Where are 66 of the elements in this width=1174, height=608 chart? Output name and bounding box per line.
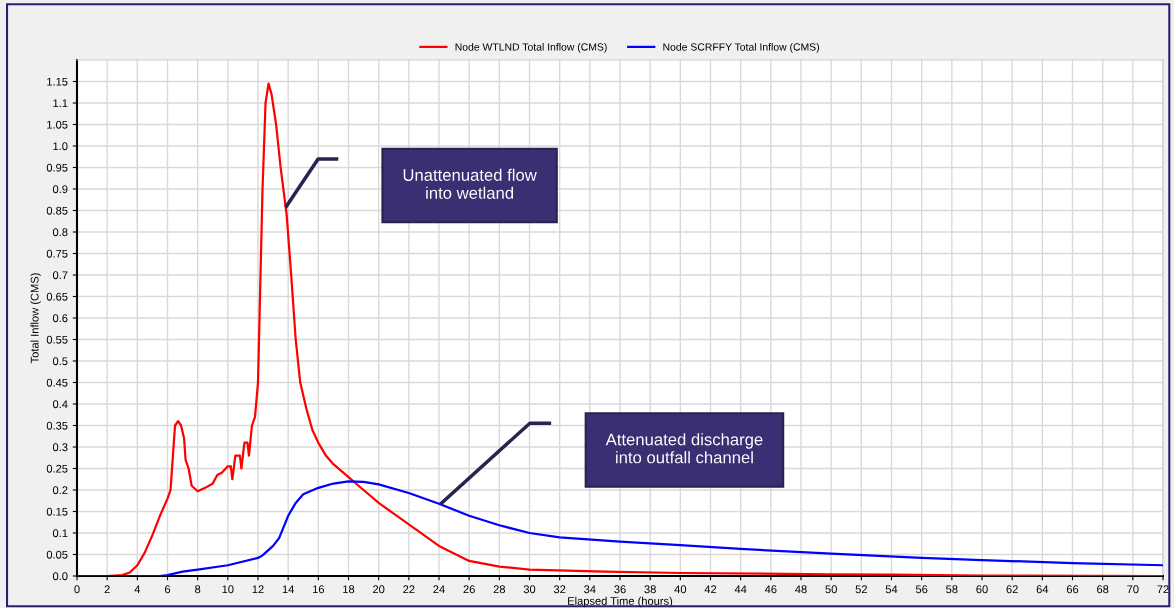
y-tick-label: 0.75 — [46, 249, 68, 258]
x-tick-label: 54 — [885, 585, 898, 594]
x-tick-label: 40 — [674, 585, 687, 594]
y-tick-label: 0.3 — [52, 443, 68, 452]
x-tick-label: 12 — [252, 585, 264, 594]
annotation: Attenuated discharge into outfall channel — [605, 433, 763, 464]
y-tick-label: 1.15 — [47, 77, 68, 86]
x-axis-title: Elapsed Time (hours) — [568, 596, 673, 608]
x-tick-label: 38 — [644, 585, 656, 594]
x-tick-label: 48 — [795, 585, 807, 594]
x-tick-label: 60 — [976, 585, 988, 594]
y-tick-label: 0.0 — [52, 572, 68, 581]
y-tick-label: 0.15 — [46, 507, 68, 516]
y-tick-label: 0.45 — [46, 378, 68, 387]
x-tick-label: 64 — [1036, 585, 1049, 594]
y-tick-label: 0.85 — [46, 206, 68, 215]
x-tick-label: 26 — [463, 585, 475, 594]
x-tick-label: 22 — [403, 585, 415, 594]
x-tick-label: 34 — [584, 585, 596, 594]
y-tick-label: 0.6 — [52, 314, 68, 323]
y-tick-label: 0.2 — [52, 486, 68, 495]
legend-label: Node WTLND Total Inflow (CMS) — [455, 43, 607, 53]
x-tick-label: 58 — [946, 585, 958, 594]
x-tick-label: 20 — [373, 585, 385, 594]
x-tick-label: 62 — [1006, 585, 1018, 594]
x-tick-label: 44 — [734, 585, 747, 594]
y-axis-title: Total Inflow (CMS) — [30, 273, 41, 364]
y-tick-label: 0.95 — [46, 163, 68, 172]
x-tick-label: 10 — [222, 585, 234, 594]
y-tick-label: 0.25 — [46, 464, 68, 473]
x-tick-label: 36 — [614, 585, 626, 594]
x-tick-label: 46 — [764, 585, 777, 594]
y-tick-label: 1.05 — [47, 120, 68, 129]
legend-label: Node SCRFFY Total Inflow (CMS) — [663, 43, 819, 53]
y-tick-label: 0.4 — [52, 400, 68, 409]
x-tick-label: 50 — [825, 585, 837, 594]
x-tick-label: 52 — [855, 585, 867, 594]
y-tick-label: 0.1 — [52, 529, 68, 538]
x-tick-label: 32 — [553, 585, 566, 594]
annotation: Unattenuated flow into wetland — [403, 168, 537, 199]
y-tick-label: 0.05 — [46, 550, 68, 559]
x-tick-label: 42 — [704, 585, 717, 594]
x-tick-label: 4 — [134, 585, 141, 594]
y-tick-label: 1.0 — [53, 142, 68, 151]
x-tick-label: 14 — [282, 585, 295, 594]
x-tick-label: 18 — [343, 585, 355, 594]
y-tick-label: 0.9 — [52, 185, 68, 194]
y-tick-label: 0.65 — [46, 292, 68, 301]
y-tick-label: 0.8 — [52, 228, 68, 237]
x-tick-label: 8 — [195, 585, 201, 594]
x-tick-label: 66 — [1066, 585, 1079, 594]
x-tick-label: 68 — [1097, 585, 1109, 594]
x-tick-label: 16 — [313, 585, 325, 594]
y-tick-label: 0.5 — [52, 357, 68, 366]
y-tick-label: 0.55 — [46, 335, 68, 344]
y-tick-label: 0.7 — [52, 271, 68, 280]
x-tick-label: 70 — [1127, 585, 1139, 594]
x-tick-label: 56 — [915, 585, 928, 594]
x-tick-label: 28 — [493, 585, 506, 594]
x-tick-label: 24 — [433, 585, 445, 594]
x-tick-label: 0 — [74, 585, 80, 594]
x-tick-label: 30 — [523, 585, 536, 594]
x-tick-label: 6 — [164, 585, 171, 594]
y-tick-label: 0.35 — [46, 421, 68, 430]
y-tick-label: 1.1 — [53, 99, 68, 108]
x-tick-label: 2 — [104, 585, 110, 594]
